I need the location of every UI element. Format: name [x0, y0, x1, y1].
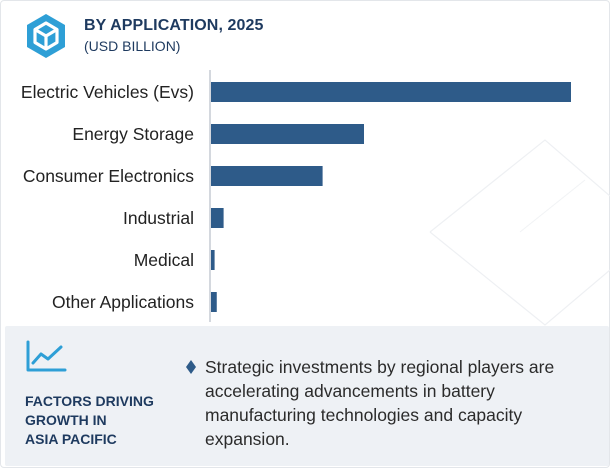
bars-group	[211, 82, 571, 312]
category-label-energy-storage: Energy Storage	[72, 124, 194, 144]
trend-line-icon	[26, 340, 67, 372]
hexagon-logo-icon	[27, 14, 65, 58]
bar-consumer-electronics	[211, 166, 323, 186]
growth-factors-panel: FACTORS DRIVING GROWTH IN ASIA PACIFIC S…	[5, 326, 609, 466]
category-label-other-applications: Other Applications	[52, 292, 194, 312]
bar-chart: Electric Vehicles (Evs) Energy Storage Con…	[21, 70, 571, 322]
factor-bullet-text: Strategic investments by regional player…	[205, 357, 555, 449]
bar-other-applications	[211, 292, 217, 312]
bar-industrial	[211, 208, 224, 228]
diamond-bullet-icon	[186, 360, 196, 374]
bar-medical	[211, 250, 215, 270]
bar-energy-storage	[211, 124, 364, 144]
category-label-electric-vehicles-evs: Electric Vehicles (Evs)	[21, 82, 194, 102]
chart-subtitle: (USD BILLION)	[84, 38, 181, 54]
bar-electric-vehicles-evs	[211, 82, 571, 102]
factors-label: FACTORS DRIVING GROWTH IN ASIA PACIFIC	[25, 393, 154, 447]
category-label-medical: Medical	[134, 250, 194, 270]
category-label-industrial: Industrial	[123, 208, 194, 228]
category-label-consumer-electronics: Consumer Electronics	[23, 166, 194, 186]
chart-title: BY APPLICATION, 2025	[84, 17, 264, 34]
category-labels-group: Electric Vehicles (Evs) Energy Storage Con…	[21, 82, 194, 312]
